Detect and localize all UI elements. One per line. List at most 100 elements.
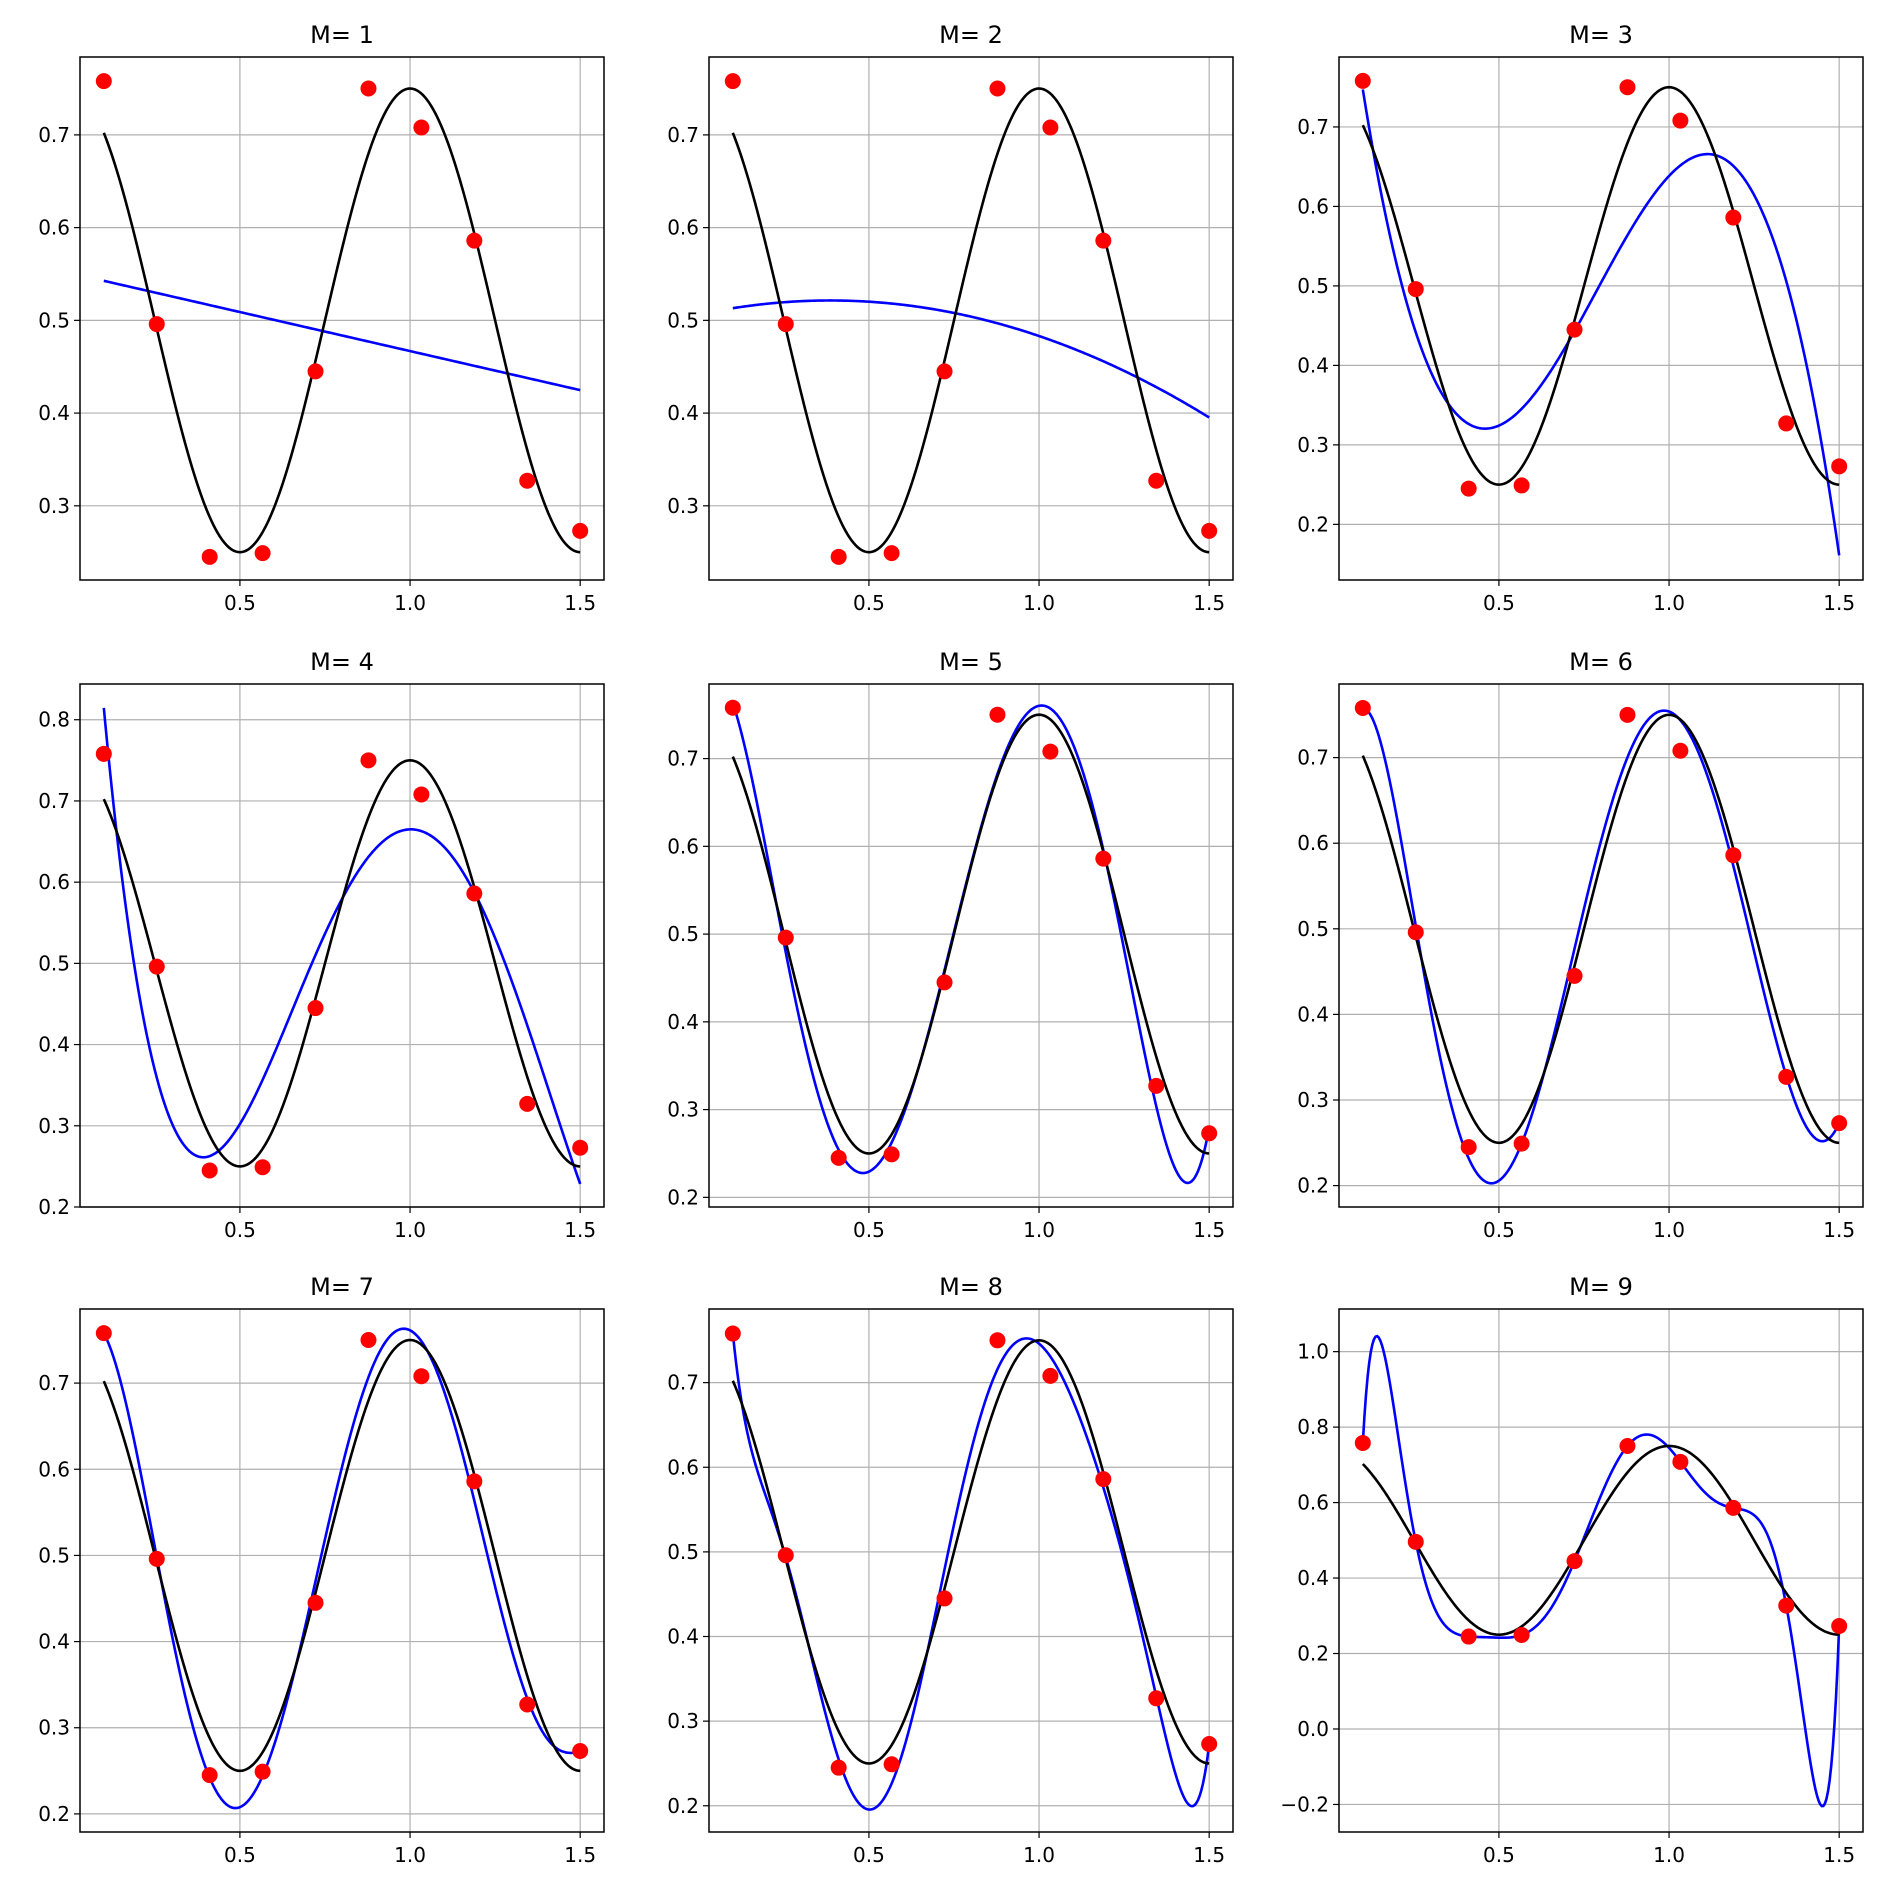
data-point bbox=[148, 958, 165, 975]
data-point bbox=[1725, 847, 1742, 864]
x-tick-label: 1.0 bbox=[394, 1843, 426, 1867]
data-point bbox=[1460, 1628, 1477, 1645]
x-tick-label: 1.5 bbox=[1193, 1218, 1225, 1242]
data-point bbox=[777, 929, 794, 946]
data-point bbox=[936, 363, 953, 380]
data-point bbox=[883, 1146, 900, 1163]
y-tick-label: 0.5 bbox=[1297, 917, 1329, 941]
axes-frame bbox=[79, 56, 605, 581]
plot-area bbox=[724, 73, 1218, 565]
subplot-title: M= 9 bbox=[1569, 1273, 1633, 1301]
y-tick-label: 0.4 bbox=[667, 1010, 699, 1034]
true-curve bbox=[731, 1339, 1210, 1765]
y-tick-label: 0.3 bbox=[38, 494, 70, 518]
x-tick-label: 0.5 bbox=[853, 591, 885, 615]
fit-curve bbox=[731, 1333, 1211, 1811]
subplot-3: 0.5 1.0 1.5 0.2 0.3 0.4 0.5 0.6 0.7 M= 3 bbox=[1297, 21, 1864, 615]
x-tick-label: 0.5 bbox=[224, 1218, 256, 1242]
data-point bbox=[1201, 522, 1218, 539]
fit-curve bbox=[1362, 707, 1841, 1185]
x-tick-label: 1.5 bbox=[1193, 591, 1225, 615]
data-point bbox=[307, 1594, 324, 1611]
true-curve bbox=[102, 87, 581, 554]
subplot-9: 0.5 1.0 1.5 −0.2 0.0 0.2 0.4 0.6 0.8 1.0 M= 9 bbox=[1280, 1273, 1864, 1867]
y-tick-label: 0.6 bbox=[1297, 194, 1329, 218]
data-point bbox=[1407, 924, 1424, 941]
data-point bbox=[777, 1547, 794, 1564]
data-point bbox=[1148, 1690, 1165, 1707]
data-point bbox=[830, 1149, 847, 1166]
x-tick-label: 1.0 bbox=[1653, 1218, 1685, 1242]
x-tick-label: 1.5 bbox=[1823, 591, 1855, 615]
data-point bbox=[201, 548, 218, 565]
y-tick-label: 0.3 bbox=[38, 1114, 70, 1138]
y-tick-label: 0.3 bbox=[1297, 1088, 1329, 1112]
x-tick-label: 0.5 bbox=[1483, 1843, 1515, 1867]
data-point bbox=[1672, 742, 1689, 759]
plot-area bbox=[95, 1325, 589, 1810]
data-point bbox=[1095, 850, 1112, 867]
subplot-title: M= 1 bbox=[310, 21, 374, 49]
y-tick-label: 0.3 bbox=[667, 1709, 699, 1733]
subplot-8: 0.5 1.0 1.5 0.2 0.3 0.4 0.5 0.6 0.7 M= 8 bbox=[667, 1273, 1234, 1867]
subplot-5: 0.5 1.0 1.5 0.2 0.3 0.4 0.5 0.6 0.7 M= 5 bbox=[667, 648, 1234, 1242]
x-tick-label: 0.5 bbox=[224, 1843, 256, 1867]
subplot-7: 0.5 1.0 1.5 0.2 0.3 0.4 0.5 0.6 0.7 M= 7 bbox=[38, 1273, 605, 1867]
data-point bbox=[1407, 1533, 1424, 1550]
data-point bbox=[148, 1550, 165, 1567]
fit-curve bbox=[731, 702, 1211, 1185]
fit-curve bbox=[102, 1327, 581, 1810]
axes-frame bbox=[1338, 56, 1864, 581]
data-point bbox=[1148, 472, 1165, 489]
data-point bbox=[777, 316, 794, 333]
x-tick-label: 1.0 bbox=[1653, 1843, 1685, 1867]
subplot-title: M= 6 bbox=[1569, 648, 1633, 676]
true-curve bbox=[102, 1338, 581, 1773]
y-tick-label: 0.7 bbox=[1297, 746, 1329, 770]
y-tick-label: 0.3 bbox=[38, 1716, 70, 1740]
data-point bbox=[1148, 1077, 1165, 1094]
data-point bbox=[1619, 1437, 1636, 1454]
data-point bbox=[1354, 699, 1371, 716]
axes-frame bbox=[79, 683, 605, 1208]
y-tick-label: 0.5 bbox=[1297, 274, 1329, 298]
x-tick-label: 1.5 bbox=[564, 1843, 596, 1867]
data-point bbox=[1566, 1553, 1583, 1570]
data-point bbox=[95, 73, 112, 90]
y-tick-label: 0.2 bbox=[1297, 1174, 1329, 1198]
data-point bbox=[95, 745, 112, 762]
fit-curve bbox=[103, 279, 581, 392]
y-tick-label: 0.6 bbox=[38, 216, 70, 240]
y-tick-label: −0.2 bbox=[1280, 1792, 1329, 1816]
data-point bbox=[989, 80, 1006, 97]
subplot-title: M= 8 bbox=[939, 1273, 1003, 1301]
data-point bbox=[989, 706, 1006, 723]
x-tick-label: 1.5 bbox=[1823, 1843, 1855, 1867]
true-curve bbox=[1361, 1444, 1840, 1636]
data-point bbox=[936, 1590, 953, 1607]
plot-area bbox=[724, 1325, 1218, 1811]
axes-frame bbox=[708, 1308, 1234, 1833]
y-tick-label: 0.4 bbox=[667, 401, 699, 425]
data-point bbox=[1354, 72, 1371, 89]
y-tick-label: 0.6 bbox=[38, 1457, 70, 1481]
data-point bbox=[883, 1756, 900, 1773]
true-curve bbox=[102, 759, 581, 1168]
data-point bbox=[201, 1767, 218, 1784]
axes-frame bbox=[708, 56, 1234, 581]
data-point bbox=[95, 1325, 112, 1342]
x-tick-label: 1.0 bbox=[394, 591, 426, 615]
data-point bbox=[519, 1696, 536, 1713]
true-curve bbox=[731, 713, 1210, 1155]
y-tick-label: 0.2 bbox=[667, 1185, 699, 1209]
x-tick-label: 1.0 bbox=[1023, 1843, 1055, 1867]
true-curve bbox=[731, 87, 1210, 554]
y-tick-label: 0.2 bbox=[1297, 512, 1329, 536]
data-point bbox=[1354, 1434, 1371, 1451]
true-curve bbox=[1361, 85, 1840, 486]
y-tick-label: 0.5 bbox=[38, 951, 70, 975]
data-point bbox=[1725, 1499, 1742, 1516]
y-tick-label: 1.0 bbox=[1297, 1340, 1329, 1364]
data-point bbox=[413, 786, 430, 803]
